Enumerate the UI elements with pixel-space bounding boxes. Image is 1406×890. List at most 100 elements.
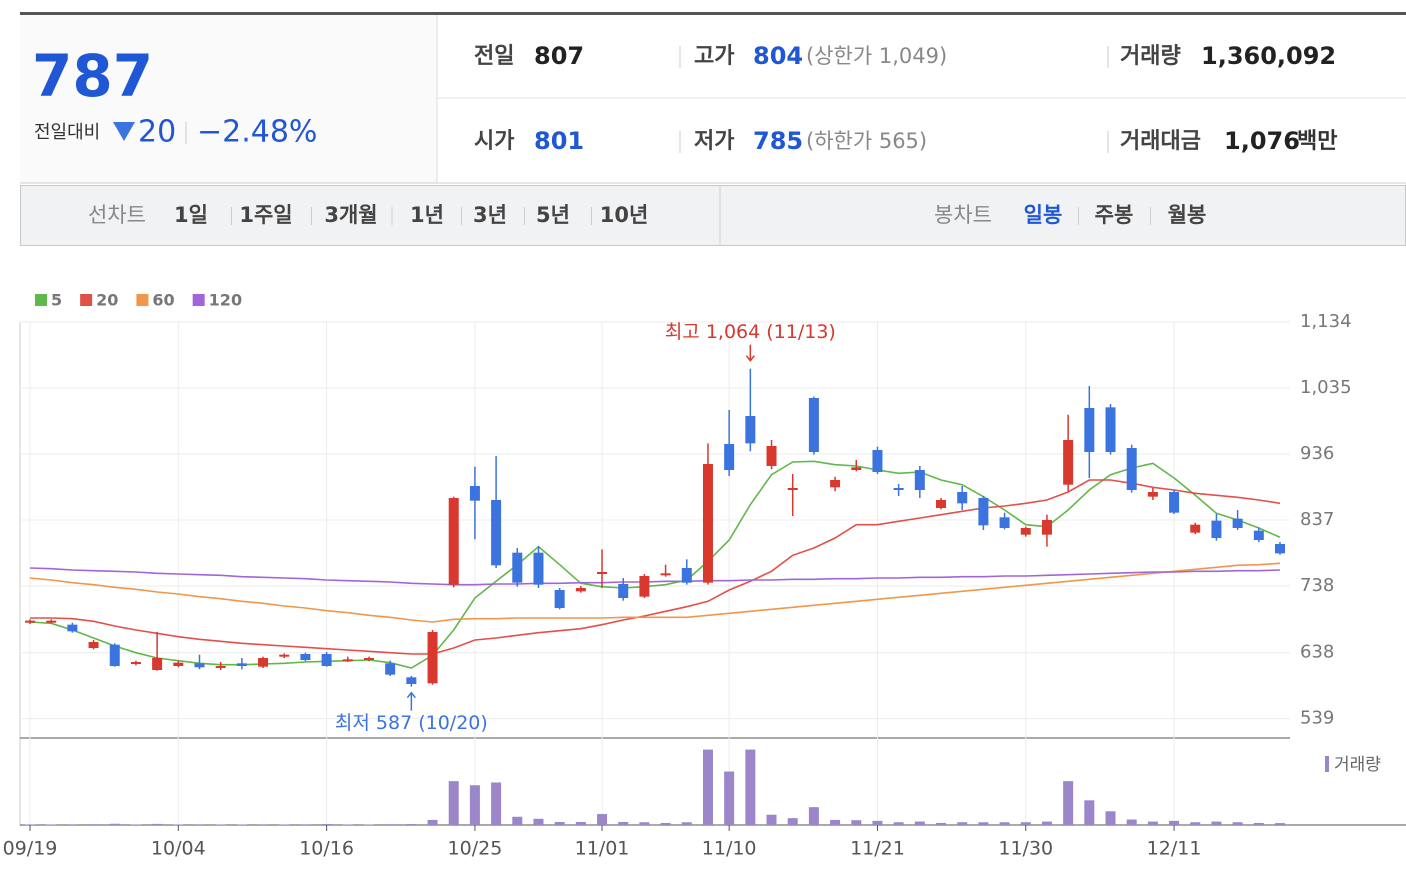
candle-body — [1105, 407, 1116, 452]
volume-bar — [46, 824, 57, 826]
period-tab[interactable]: 1일 — [174, 203, 208, 227]
x-tick-label: 09/19 — [3, 838, 58, 860]
volume-bar — [491, 782, 502, 825]
tab-group-label: 봉차트 — [934, 203, 992, 227]
candle-body — [766, 446, 777, 466]
candle-body — [554, 590, 565, 608]
x-tick-label: 11/21 — [850, 838, 905, 860]
candle-body — [1147, 492, 1158, 497]
candle-body — [618, 584, 629, 598]
volume-bar — [808, 807, 819, 825]
change-label: 전일대비 — [34, 122, 100, 143]
stat-value: 1,360,092 — [1201, 42, 1336, 70]
moving-average — [29, 567, 1281, 586]
candle-body — [491, 500, 502, 566]
volume-bar — [999, 822, 1010, 825]
period-tab[interactable]: 3년 — [473, 203, 507, 227]
volume-bar — [893, 822, 904, 825]
volume-bar — [236, 824, 247, 826]
period-tab[interactable]: 1주일 — [239, 203, 292, 227]
x-tick-label: 12/11 — [1147, 838, 1202, 860]
volume-bar — [173, 824, 184, 826]
stat-label: 전일 — [474, 44, 514, 69]
volume-bar — [597, 814, 608, 825]
candle-body — [1275, 544, 1285, 554]
candle-body — [597, 572, 608, 574]
stat-value: 785 — [753, 127, 803, 155]
volume-bar — [978, 822, 989, 825]
annotation-arrow — [406, 691, 416, 711]
legend-swatch — [35, 294, 47, 306]
candle-body — [808, 398, 819, 452]
period-tab[interactable]: 1년 — [410, 203, 444, 227]
volume-bar — [660, 822, 671, 825]
volume-bar — [1275, 823, 1285, 825]
tab-group-label: 선차트 — [88, 203, 146, 227]
period-tab[interactable]: 10년 — [600, 203, 649, 227]
candle-body — [745, 416, 756, 444]
x-tick-label: 11/30 — [998, 838, 1053, 860]
candle-body — [957, 492, 968, 504]
candle-body — [681, 568, 692, 583]
x-tick-label: 10/25 — [448, 838, 503, 860]
low-annotation: 최저 587 (10/20) — [335, 712, 488, 734]
volume-bar — [957, 822, 968, 825]
candle-body — [130, 662, 141, 664]
candle-tab[interactable]: 주봉 — [1095, 203, 1134, 227]
volume-bar — [130, 824, 141, 825]
volume-bar — [1190, 822, 1201, 825]
candle-body — [978, 498, 989, 526]
volume-bar — [1253, 822, 1264, 825]
change-pct: −2.48% — [197, 115, 317, 150]
legend-label: 거래량 — [1334, 755, 1381, 775]
period-tab[interactable]: 5년 — [536, 203, 570, 227]
y-tick-label: 936 — [1300, 443, 1334, 464]
stat-value: 1,076 — [1224, 127, 1300, 155]
candle-body — [385, 663, 396, 675]
candle-body — [1169, 492, 1180, 513]
candle-body — [406, 677, 417, 684]
candle-body — [533, 552, 544, 585]
stat-extra: (상한가 1,049) — [806, 44, 947, 68]
period-tab[interactable]: 3개월 — [324, 203, 377, 227]
stat-label: 거래대금 — [1120, 129, 1201, 154]
volume-bar — [745, 749, 756, 825]
volume-bar — [1084, 800, 1095, 825]
candle-body — [936, 500, 947, 508]
candle-body — [258, 658, 269, 667]
legend-label: 20 — [96, 291, 118, 310]
candle-body — [321, 654, 332, 666]
volume-bar — [469, 785, 480, 825]
volume-bar — [1105, 811, 1116, 825]
candle-body — [1126, 448, 1137, 490]
x-tick-label: 11/01 — [575, 838, 630, 860]
y-tick-label: 539 — [1300, 708, 1334, 729]
candle-body — [173, 662, 184, 666]
candle-body — [872, 450, 883, 472]
candle-body — [914, 470, 925, 490]
volume-bar — [851, 820, 862, 825]
candle-body — [279, 654, 290, 657]
volume-bar — [406, 824, 417, 825]
stat-label: 고가 — [694, 44, 734, 69]
candle-body — [512, 552, 523, 583]
volume-bar — [533, 818, 544, 825]
candle-body — [427, 632, 438, 684]
moving-average — [29, 562, 1281, 623]
current-price: 787 — [32, 42, 153, 110]
candle-tab[interactable]: 월봉 — [1168, 203, 1207, 227]
y-tick-label: 1,035 — [1300, 377, 1352, 398]
volume-bar — [25, 824, 35, 825]
volume-bar — [215, 824, 226, 826]
volume-bar — [787, 818, 798, 825]
candle-body — [152, 658, 163, 670]
volume-bar — [342, 824, 353, 826]
candle-tab[interactable]: 일봉 — [1024, 203, 1063, 227]
tabs: 선차트 1일 1주일 3개월 1년 3년 5년 10년 봉차트 일봉 주봉 월봉 — [88, 203, 1206, 227]
candle-body — [1063, 440, 1074, 485]
chart: 539 638 738 837 936 1,035 1,134 09/19 10/04 10/16… — [3, 291, 1382, 860]
candle-body — [999, 517, 1010, 528]
legend-swatch — [1325, 756, 1329, 772]
